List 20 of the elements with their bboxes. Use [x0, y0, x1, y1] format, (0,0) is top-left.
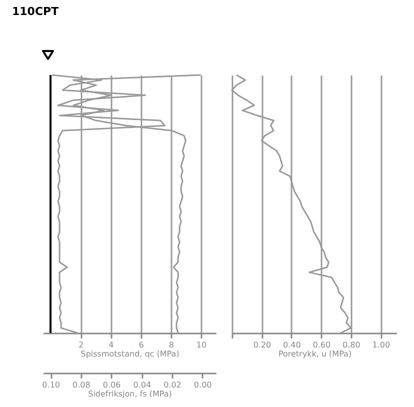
x2-axis-title: Sidefriksjon, fs (MPa) [88, 390, 172, 398]
chart-title: 110CPT [12, 5, 59, 18]
x2-tick-label: 0.06 [102, 380, 121, 390]
x2-tick-label: 0.02 [164, 380, 182, 390]
x-tick-label: 0.20 [253, 340, 272, 350]
x-axis-title: Spissmotstand, qc (MPa) [80, 350, 180, 358]
x2-tick-label: 0.00 [194, 380, 212, 390]
x2-tick-label: 0.08 [72, 380, 90, 390]
x-tick-label: 0.40 [283, 340, 301, 350]
x2-tick-label: 0.10 [42, 380, 60, 390]
x-tick-label: 1.00 [372, 340, 390, 350]
x-tick-label: 6 [138, 340, 144, 350]
x-tick-label: 2 [78, 340, 84, 350]
x2-tick-label: 0.04 [133, 380, 152, 390]
x-tick-label: 0.60 [312, 340, 331, 350]
x-tick-label: 0.80 [342, 340, 360, 350]
x-axis-title: Poretrykk, u (MPa) [278, 350, 352, 358]
x-tick-label: 8 [168, 340, 174, 350]
x-tick-label: 4 [108, 340, 114, 350]
x-tick-label: 10 [196, 340, 207, 350]
